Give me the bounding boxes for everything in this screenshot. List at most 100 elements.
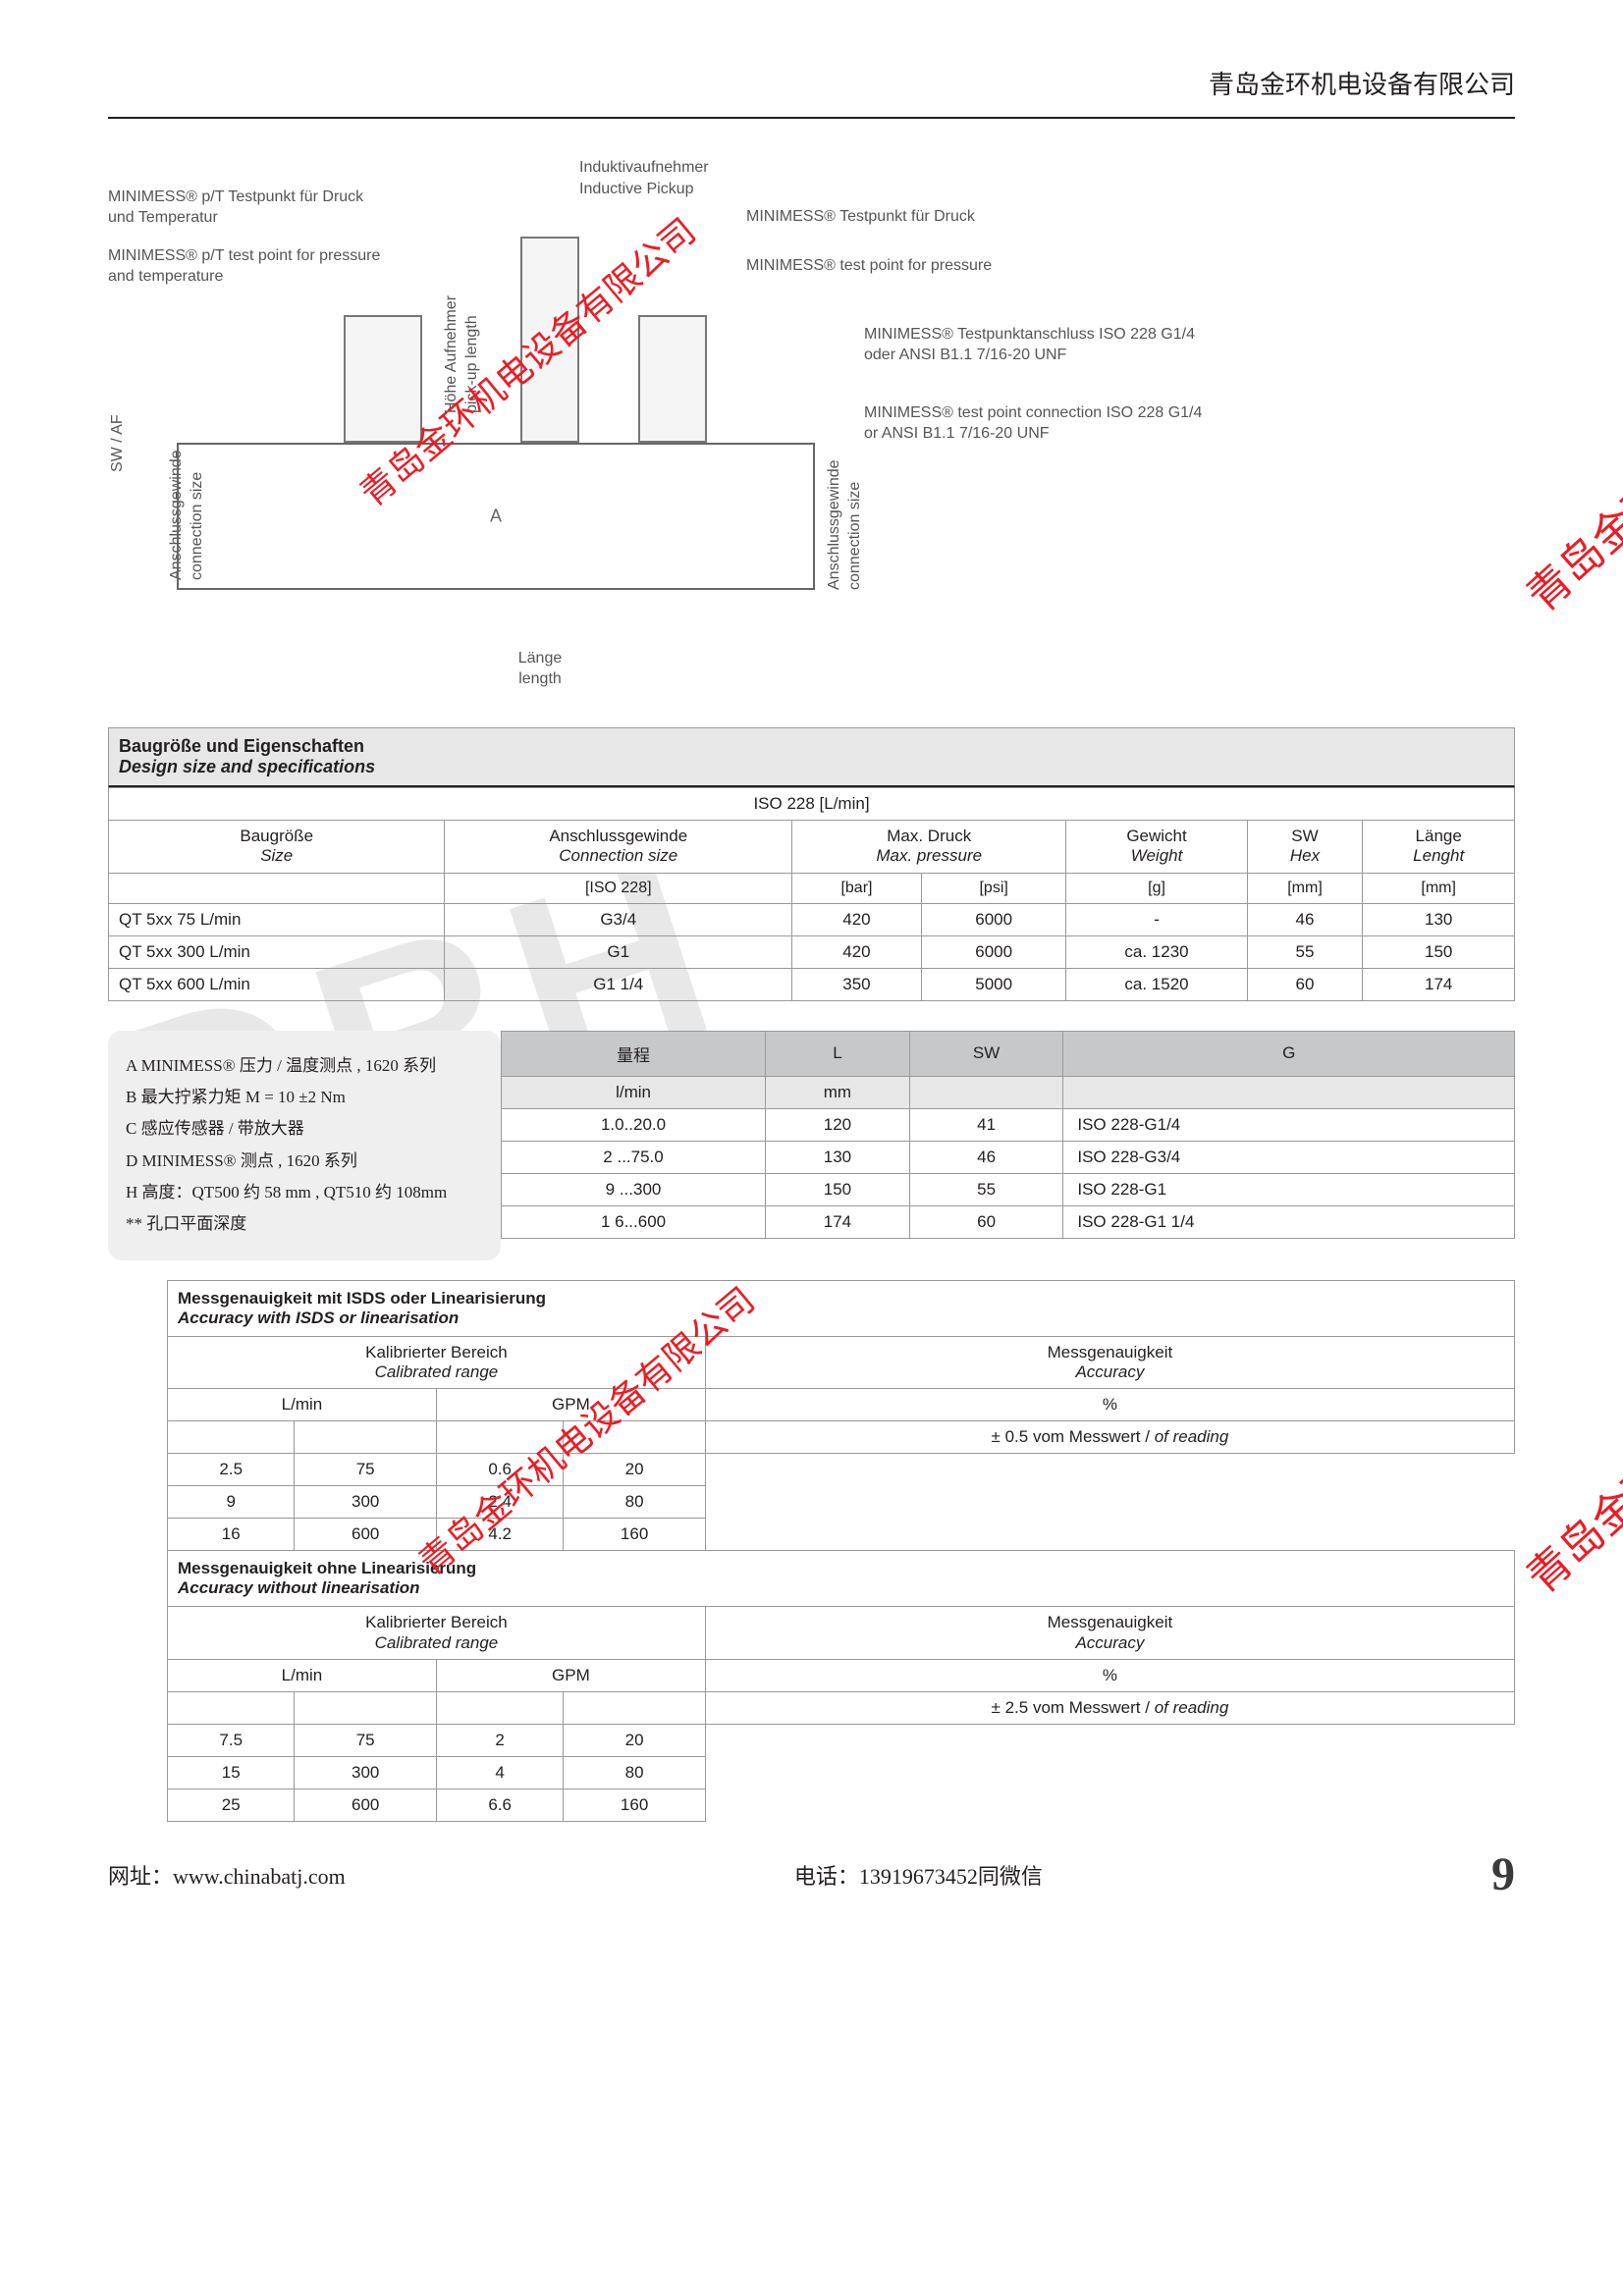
t3b-u-gpm: GPM (436, 1660, 705, 1692)
thread2-en-text: connection size (846, 482, 863, 590)
tel-value: 13919673452同微信 (859, 1864, 1043, 1889)
t3b-range-de: Kalibrierter Bereich (365, 1613, 508, 1631)
t2h1: L (766, 1031, 910, 1076)
t3a-accuracy-cell: ± 0.5 vom Messwert / of reading (705, 1421, 1514, 1454)
footer-url: 网址：www.chinabatj.com (108, 1859, 346, 1891)
t3b-title: Messgenauigkeit ohne Linearisierung Accu… (168, 1551, 1515, 1607)
table2-unit-row: l/min mm (502, 1076, 1515, 1108)
t3b-acc-en: Accuracy (714, 1633, 1506, 1653)
t1u2: [bar] (792, 873, 922, 903)
label-pt-de: MINIMESS® p/T Testpunkt für Druck und Te… (108, 187, 383, 229)
t1u4: [g] (1066, 873, 1247, 903)
table-cell: ISO 228-G3/4 (1063, 1141, 1515, 1173)
table-row: 15300480 (168, 1757, 1515, 1789)
table-cell: 130 (1363, 903, 1515, 935)
watermark-side-1: 青岛金环 (1510, 460, 1623, 622)
t3b-unit-row: L/min GPM % (168, 1660, 1515, 1692)
t3a-title-en: Accuracy with ISDS or linearisation (178, 1308, 459, 1327)
t2h3: G (1063, 1031, 1515, 1076)
watermark-side-2: 青岛金环 (1510, 1442, 1623, 1604)
table-cell: 5000 (921, 968, 1066, 1000)
table-row: 1 6...60017460ISO 228-G1 1/4 (502, 1205, 1515, 1238)
tel-label: 电话： (794, 1864, 859, 1889)
t3a-u-pct: % (705, 1389, 1514, 1421)
sensor-shape-3 (638, 315, 707, 443)
note-star: ** 孔口平面深度 (126, 1208, 483, 1240)
table-cell: 6000 (921, 903, 1066, 935)
table1-group-header: ISO 228 [L/min] (109, 788, 1515, 821)
note-c: C 感应传感器 / 带放大器 (126, 1113, 483, 1145)
url-label: 网址： (108, 1864, 173, 1889)
table-cell: 350 (792, 968, 922, 1000)
table-cell: G1 (445, 935, 792, 968)
table-cell: 600 (295, 1789, 437, 1822)
table-cell: 80 (564, 1757, 706, 1789)
t1c0en: Size (117, 846, 436, 866)
table-cell: QT 5xx 600 L/min (109, 968, 445, 1000)
table-row: 2 ...75.013046ISO 228-G3/4 (502, 1141, 1515, 1173)
t3a-title: Messgenauigkeit mit ISDS oder Linearisie… (168, 1280, 1515, 1336)
label-thread2: Anschlussgewinde connection size (825, 394, 866, 590)
t3a-acc-en: Accuracy (714, 1362, 1506, 1382)
note-b: B 最大拧紧力矩 M = 10 ±2 Nm (126, 1082, 483, 1113)
label-pickup-de: Induktivaufnehmer (579, 158, 776, 179)
t3a-range-de: Kalibrierter Bereich (365, 1343, 508, 1362)
t2u3 (1063, 1076, 1515, 1108)
table-cell: G3/4 (445, 903, 792, 935)
table-row: QT 5xx 600 L/minG1 1/43505000ca. 1520601… (109, 968, 1515, 1000)
footer-tel: 电话：13919673452同微信 (794, 1859, 1043, 1891)
table-cell: 420 (792, 903, 922, 935)
t1c4de: SW (1256, 827, 1355, 846)
table-row: QT 5xx 300 L/minG14206000ca. 123055150 (109, 935, 1515, 968)
t3b-u-pct: % (705, 1660, 1514, 1692)
len-en: length (518, 670, 562, 687)
t1u5: [mm] (1247, 873, 1363, 903)
table-cell: 2 ...75.0 (502, 1141, 766, 1173)
diagram-body-box: A (177, 443, 815, 590)
table-cell: 420 (792, 935, 922, 968)
table-cell: 20 (564, 1725, 706, 1757)
table-cell: ISO 228-G1 (1063, 1173, 1515, 1205)
t2h0: 量程 (502, 1031, 766, 1076)
technical-diagram: MINIMESS® p/T Testpunkt für Druck und Te… (108, 158, 1515, 727)
table-cell: 25 (168, 1789, 295, 1822)
t1c2de: Max. Druck (800, 827, 1057, 846)
accuracy-table: Messgenauigkeit mit ISDS oder Linearisie… (167, 1280, 1515, 1823)
table-cell: 6.6 (436, 1789, 563, 1822)
table-cell: 150 (766, 1173, 910, 1205)
table-cell: 46 (909, 1141, 1063, 1173)
table-cell: 75 (295, 1454, 437, 1486)
t1u3: [psi] (921, 873, 1066, 903)
t2u1: mm (766, 1076, 910, 1108)
table1-title-de: Baugröße und Eigenschaften (119, 736, 364, 756)
label-p-de: MINIMESS® Testpunkt für Druck (746, 207, 1001, 228)
table-cell: 46 (1247, 903, 1363, 935)
table-cell: 16 (168, 1519, 295, 1551)
table-row: QT 5xx 75 L/minG3/44206000-46130 (109, 903, 1515, 935)
len-de: Länge (518, 650, 563, 667)
t3a-title-de: Messgenauigkeit mit ISDS oder Linearisie… (178, 1289, 546, 1308)
table-cell: G1 1/4 (445, 968, 792, 1000)
table-cell: 2 (436, 1725, 563, 1757)
page-footer: 网址：www.chinabatj.com 电话：13919673452同微信 9 (108, 1847, 1515, 1901)
table-row: 166004.2160 (168, 1519, 1515, 1551)
t3b-title-en: Accuracy without linearisation (178, 1578, 420, 1597)
label-pt-en: MINIMESS® p/T test point for pressure an… (108, 246, 383, 288)
t3b-accuracy-cell: ± 2.5 vom Messwert / of reading (705, 1692, 1514, 1725)
table-cell: 9 (168, 1486, 295, 1519)
t2u2 (909, 1076, 1063, 1108)
table1-unit-row: [ISO 228] [bar] [psi] [g] [mm] [mm] (109, 873, 1515, 903)
notes-box: A MINIMESS® 压力 / 温度测点 , 1620 系列 B 最大拧紧力矩… (108, 1031, 501, 1260)
t3a-unit-row: L/min GPM % (168, 1389, 1515, 1421)
table-cell: 60 (1247, 968, 1363, 1000)
table-cell: 130 (766, 1141, 910, 1173)
note-d: D MINIMESS® 测点 , 1620 系列 (126, 1146, 483, 1177)
table-cell: - (1066, 903, 1247, 935)
t1c3de: Gewicht (1074, 827, 1238, 846)
table-cell: 6000 (921, 935, 1066, 968)
label-pickup-en: Inductive Pickup (579, 180, 776, 200)
thread2-de-text: Anschlussgewinde (826, 459, 842, 590)
table-cell: 300 (295, 1757, 437, 1789)
table-cell: 15 (168, 1757, 295, 1789)
table-cell: 4 (436, 1757, 563, 1789)
